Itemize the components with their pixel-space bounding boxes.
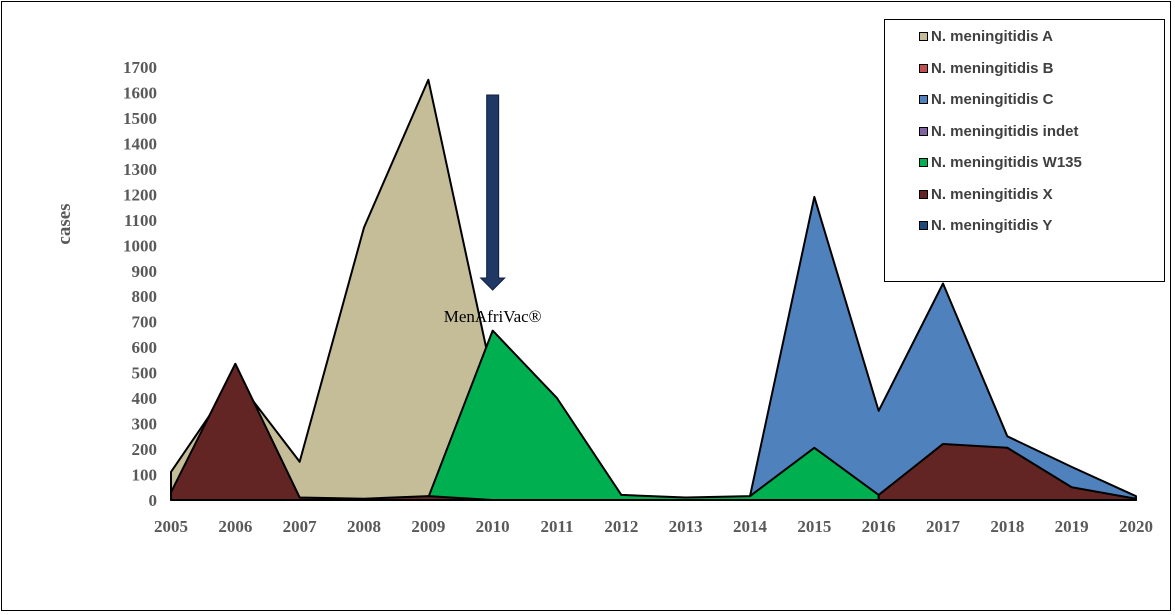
legend-label: N. meningitidis Y xyxy=(931,217,1053,234)
y-tick-label: 400 xyxy=(132,389,158,408)
legend-item: N. meningitidis A xyxy=(919,27,1053,47)
legend-item: N. meningitidis W135 xyxy=(919,153,1082,173)
legend-swatch xyxy=(919,221,928,230)
legend-item: N. meningitidis B xyxy=(919,59,1054,79)
y-tick-label: 1200 xyxy=(123,185,157,204)
x-tick-label: 2020 xyxy=(1119,517,1153,536)
legend-label: N. meningitidis X xyxy=(931,185,1053,203)
legend-label: N. meningitidis W135 xyxy=(931,154,1082,171)
y-tick-label: 1700 xyxy=(123,58,157,77)
y-tick-label: 0 xyxy=(149,491,158,510)
x-tick-label: 2009 xyxy=(411,517,445,536)
x-tick-label: 2014 xyxy=(733,517,768,536)
y-tick-label: 1600 xyxy=(123,83,157,102)
y-tick-label: 600 xyxy=(132,338,158,357)
legend-swatch xyxy=(919,95,928,104)
x-tick-label: 2007 xyxy=(283,517,318,536)
legend-label: N. meningitidis indet xyxy=(931,122,1079,140)
legend-item: N. meningitidis C xyxy=(919,90,1054,110)
y-tick-label: 500 xyxy=(132,364,158,383)
x-tick-label: 2010 xyxy=(476,517,510,536)
x-tick-label: 2011 xyxy=(540,517,573,536)
y-tick-label: 300 xyxy=(132,415,158,434)
y-tick-label: 700 xyxy=(132,313,158,332)
y-tick-label: 1300 xyxy=(123,160,157,179)
legend-swatch xyxy=(919,63,928,73)
x-tick-label: 2019 xyxy=(1055,517,1089,536)
legend-swatch xyxy=(919,126,928,136)
y-tick-label: 1000 xyxy=(123,236,157,255)
x-tick-label: 2008 xyxy=(347,517,381,536)
legend-label: N. meningitidis B xyxy=(931,59,1054,77)
y-axis-label: cases xyxy=(54,203,75,244)
x-tick-label: 2005 xyxy=(154,517,188,536)
legend-label: N. meningitidis A xyxy=(931,28,1053,45)
legend-swatch xyxy=(919,158,928,167)
chart-legend: N. meningitidis A N. meningitidis B N. men… xyxy=(884,19,1165,282)
y-tick-label: 1100 xyxy=(124,211,157,230)
y-tick-label: 200 xyxy=(132,440,158,459)
x-tick-label: 2018 xyxy=(990,517,1024,536)
y-tick-label: 800 xyxy=(132,287,158,306)
legend-item: N. meningitidis indet xyxy=(919,122,1079,142)
x-tick-label: 2017 xyxy=(926,517,961,536)
y-tick-label: 900 xyxy=(132,262,158,281)
x-tick-label: 2015 xyxy=(797,517,831,536)
y-tick-label: 100 xyxy=(132,466,158,485)
legend-label: N. meningitidis C xyxy=(931,91,1054,108)
annotation-arrow xyxy=(479,94,506,291)
legend-swatch xyxy=(919,189,928,199)
legend-item: N. meningitidis Y xyxy=(919,216,1052,236)
y-tick-label: 1500 xyxy=(123,109,157,128)
x-tick-label: 2016 xyxy=(862,517,896,536)
legend-item: N. meningitidis X xyxy=(919,185,1053,205)
x-tick-label: 2006 xyxy=(218,517,252,536)
annotation-label: MenAfriVac® xyxy=(444,307,542,326)
x-tick-label: 2013 xyxy=(669,517,703,536)
x-tick-label: 2012 xyxy=(604,517,638,536)
y-tick-label: 1400 xyxy=(123,134,157,153)
legend-swatch xyxy=(919,32,928,41)
